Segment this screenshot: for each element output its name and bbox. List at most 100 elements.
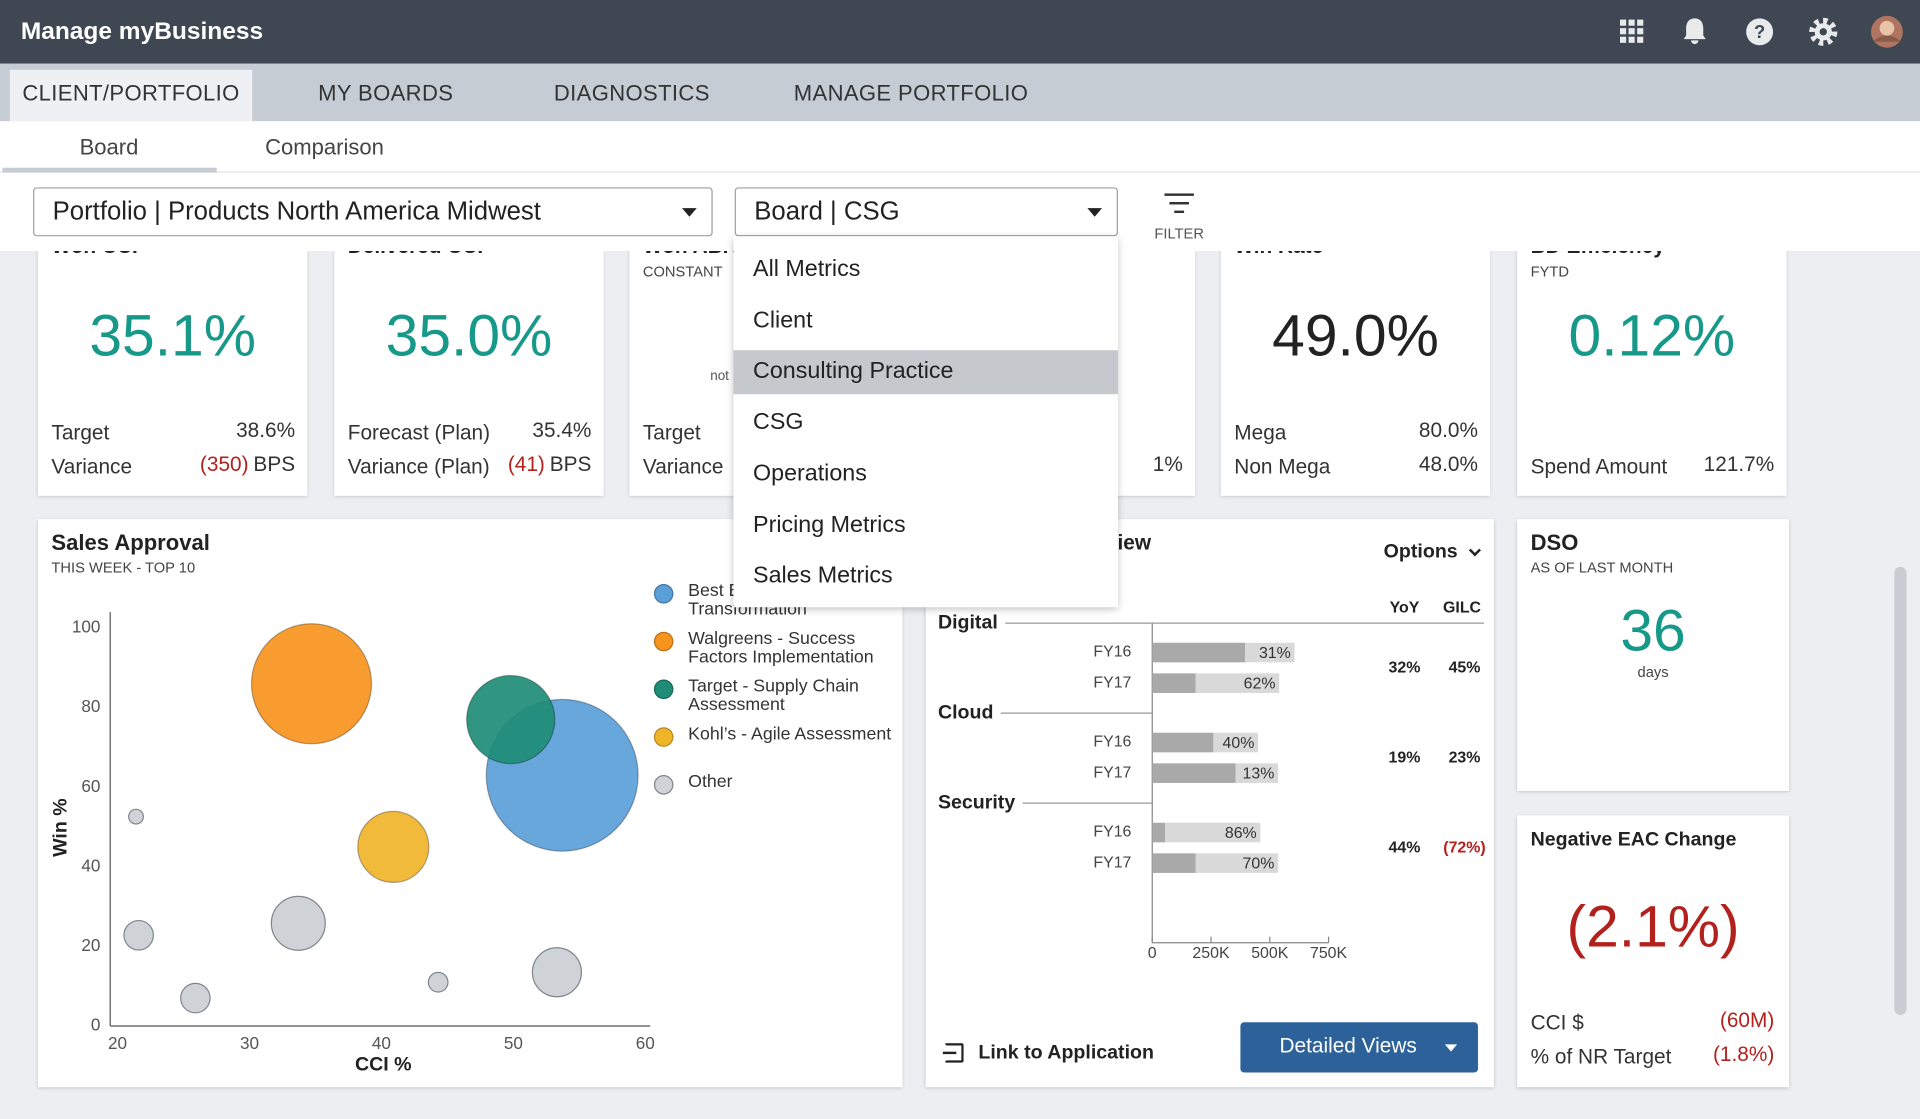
kpi-value: 35.0% bbox=[385, 303, 553, 369]
bar-label: 13% bbox=[1243, 766, 1275, 783]
kpi-value: 0.12% bbox=[1568, 303, 1736, 369]
y-tick-label: 100 bbox=[72, 617, 101, 637]
x-tick-label: 250K bbox=[1192, 945, 1230, 962]
card-title: Negative EAC Change bbox=[1530, 829, 1737, 851]
kpi-row-label: Target bbox=[642, 420, 701, 445]
card-subtitle: AS OF LAST MONTH bbox=[1530, 559, 1674, 577]
link-icon[interactable] bbox=[944, 1043, 964, 1063]
kpi-row-number: 48.0% bbox=[1418, 452, 1478, 477]
dso-unit: days bbox=[1637, 663, 1669, 681]
row-label: FY16 bbox=[1093, 734, 1131, 751]
y-tick-label: 60 bbox=[81, 776, 100, 796]
kpi-subtitle: CONSTANT bbox=[642, 262, 723, 281]
kpi-row-number: 80.0% bbox=[1418, 418, 1478, 442]
kpi-card: Delivered CCI35.0%Forecast (Plan)35.4%Va… bbox=[334, 220, 604, 496]
bubble bbox=[180, 982, 211, 1014]
x-tick-label: 40 bbox=[372, 1033, 391, 1053]
eac-row-value: (1.8%) bbox=[1712, 1042, 1775, 1067]
x-tick-label: 500K bbox=[1251, 945, 1289, 962]
help-icon[interactable] bbox=[1746, 18, 1774, 46]
bubble bbox=[250, 623, 373, 745]
x-tick-label: 20 bbox=[108, 1033, 127, 1053]
group-label: Security bbox=[938, 791, 1015, 813]
legend-label: Other bbox=[688, 772, 733, 793]
row-label: FY17 bbox=[1093, 674, 1131, 691]
gilc-value: 45% bbox=[1449, 660, 1481, 677]
button-arrow bbox=[1444, 1044, 1458, 1052]
x-tick-label: 30 bbox=[240, 1033, 259, 1053]
eac-row-label: CCI $ bbox=[1530, 1011, 1584, 1035]
kpi-row-value: 121.7% bbox=[1704, 453, 1775, 478]
settings-icon[interactable] bbox=[1809, 17, 1838, 46]
kpi-row-number: 35.4% bbox=[532, 418, 592, 442]
bubble bbox=[466, 674, 556, 765]
kpi-value: 49.0% bbox=[1272, 303, 1439, 369]
kpi-row-value: 48.0% bbox=[1419, 453, 1478, 478]
y-tick-label: 20 bbox=[81, 935, 100, 955]
x-tick-label: 60 bbox=[636, 1033, 655, 1053]
bar-segment bbox=[1195, 673, 1280, 693]
legend-label: Target - Supply Chain Assessment bbox=[688, 677, 859, 715]
kpi-row-value: 1% bbox=[1153, 453, 1183, 478]
kpi-row-value: 35.4% bbox=[532, 418, 591, 443]
kpi-row-unit: BPS bbox=[253, 452, 296, 477]
x-tick-label: 0 bbox=[1148, 945, 1157, 962]
kpi-row-number: (41) bbox=[507, 452, 545, 477]
header-icons: ? bbox=[1620, 15, 1903, 48]
detailed-views-button[interactable]: Detailed Views bbox=[1240, 1022, 1478, 1073]
gilc-value: 23% bbox=[1449, 750, 1481, 767]
kpi-row-number: 38.6% bbox=[236, 418, 296, 442]
card-title: Sales Approval bbox=[51, 530, 210, 555]
bar-label: 31% bbox=[1259, 645, 1291, 662]
x-tick-label: 50 bbox=[504, 1033, 523, 1053]
kpi-row-number: 1% bbox=[1152, 452, 1183, 477]
eac-card: Negative EAC Change (2.1%) CCI $ (60M) % of … bbox=[1517, 815, 1789, 1088]
apps-icon[interactable] bbox=[1620, 19, 1644, 43]
bar-segment bbox=[1213, 732, 1259, 753]
bar-segment bbox=[1165, 822, 1261, 843]
kpi-row-label: Variance (Plan) bbox=[347, 455, 490, 479]
row-label: FY16 bbox=[1093, 824, 1131, 841]
dso-card: DSO AS OF LAST MONTH 36 days bbox=[1517, 519, 1789, 791]
bar-segment bbox=[1235, 763, 1279, 783]
kpi-row-value: (41) BPS bbox=[508, 453, 592, 478]
bubble bbox=[357, 810, 430, 884]
kpi-row-label: Variance bbox=[51, 455, 133, 479]
bubble bbox=[128, 808, 144, 825]
kpi-row-label: Non Mega bbox=[1234, 455, 1331, 479]
column-header: GILC bbox=[1443, 597, 1482, 617]
y-tick-label: 40 bbox=[81, 855, 100, 875]
kpi-row-value: (350) BPS bbox=[200, 453, 295, 478]
bubble bbox=[531, 947, 583, 998]
legend-swatch bbox=[653, 631, 674, 652]
link-to-application[interactable]: Link to Application bbox=[978, 1042, 1154, 1064]
bar-label: 62% bbox=[1244, 676, 1276, 693]
legend-swatch bbox=[653, 774, 674, 795]
card-subtitle: THIS WEEK - TOP 10 bbox=[51, 559, 196, 577]
kpi-row-unit: BPS bbox=[549, 452, 592, 477]
options-menu[interactable]: Options bbox=[1383, 541, 1458, 563]
x-tick-label: 750K bbox=[1310, 945, 1348, 962]
bar-segment bbox=[1152, 673, 1196, 693]
bar-segment bbox=[1245, 642, 1295, 663]
bar-segment bbox=[1152, 822, 1166, 843]
bar-label: 86% bbox=[1225, 825, 1257, 842]
bar-label: 40% bbox=[1223, 735, 1255, 752]
kpi-row-label: Variance bbox=[642, 455, 724, 479]
scrollbar[interactable] bbox=[1894, 566, 1907, 1015]
kpi-row-value: 38.6% bbox=[236, 418, 295, 443]
bell-icon[interactable] bbox=[1683, 18, 1706, 45]
legend-swatch bbox=[653, 679, 674, 700]
bar-segment bbox=[1152, 732, 1214, 753]
eac-row-label: % of NR Target bbox=[1530, 1045, 1672, 1069]
row-label: FY17 bbox=[1093, 764, 1131, 781]
group-label: Cloud bbox=[938, 701, 993, 723]
y-axis-title: Win % bbox=[49, 798, 71, 857]
group-label: Digital bbox=[938, 611, 998, 633]
bar-segment bbox=[1152, 853, 1196, 873]
y-tick-label: 80 bbox=[81, 696, 100, 716]
bubble bbox=[123, 919, 154, 951]
